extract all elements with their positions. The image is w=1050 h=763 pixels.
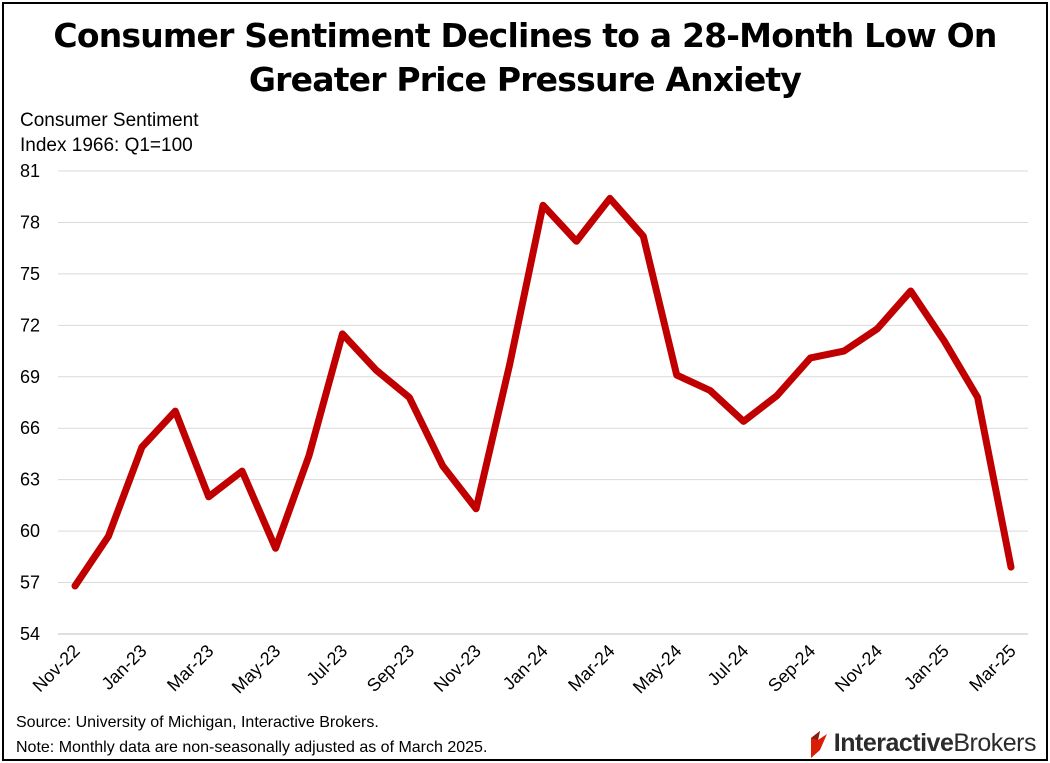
y-tick-label: 66: [20, 418, 40, 438]
chart-title: Consumer Sentiment Declines to a 28-Mont…: [4, 14, 1046, 102]
logo-text-light: Brokers: [953, 728, 1036, 757]
x-tick-label: May-23: [228, 641, 285, 698]
data-note: Note: Monthly data are non-seasonally ad…: [16, 739, 488, 756]
x-tick-label: Jan-24: [499, 641, 552, 694]
x-tick-label: Nov-22: [29, 641, 84, 696]
x-tick-label: Nov-23: [430, 641, 485, 696]
y-tick-label: 57: [20, 573, 40, 593]
x-tick-label: Mar-25: [965, 641, 1019, 695]
source-note: Source: University of Michigan, Interact…: [16, 714, 379, 731]
y-tick-label: 78: [20, 212, 40, 232]
logo-text: InteractiveBrokers: [833, 728, 1037, 758]
x-tick-label: Mar-23: [163, 641, 217, 695]
x-tick-label: Jan-23: [98, 641, 151, 694]
y-tick-label: 63: [20, 470, 40, 490]
x-tick-label: Jul-24: [704, 641, 753, 690]
y-axis-ticks: 54 57 60 63 66 69 72 75 78 81: [20, 161, 40, 644]
y-tick-label: 81: [20, 161, 40, 181]
y-tick-label: 72: [20, 315, 40, 335]
y-axis-label-line2: Index 1966: Q1=100: [20, 135, 193, 156]
y-tick-label: 69: [20, 367, 40, 387]
x-tick-label: Nov-24: [831, 641, 886, 696]
ib-flag-icon: [810, 731, 827, 758]
x-tick-label: Sep-23: [363, 641, 418, 696]
interactive-brokers-logo: InteractiveBrokers: [808, 726, 1037, 759]
y-tick-label: 60: [20, 521, 40, 541]
x-tick-label: Mar-24: [564, 641, 618, 695]
x-tick-label: May-24: [629, 641, 686, 698]
x-axis-ticks: Nov-22 Jan-23 Mar-23 May-23 Jul-23 Sep-23 Nov-…: [29, 641, 1020, 698]
x-tick-label: Jan-25: [900, 641, 953, 694]
y-tick-label: 75: [20, 264, 40, 284]
y-tick-label: 54: [20, 624, 40, 644]
series-line: [71, 194, 1015, 590]
gridlines: [58, 170, 1028, 635]
chart-title-line2: Greater Price Pressure Anxiety: [248, 60, 802, 99]
x-tick-label: Jul-23: [302, 641, 351, 690]
chart-title-line1: Consumer Sentiment Declines to a 28-Mont…: [53, 16, 997, 55]
series-layer: [71, 194, 1015, 590]
logo-text-bold: Interactive: [833, 728, 954, 757]
y-axis-label-line1: Consumer Sentiment: [20, 110, 199, 131]
x-tick-label: Sep-24: [764, 641, 819, 696]
